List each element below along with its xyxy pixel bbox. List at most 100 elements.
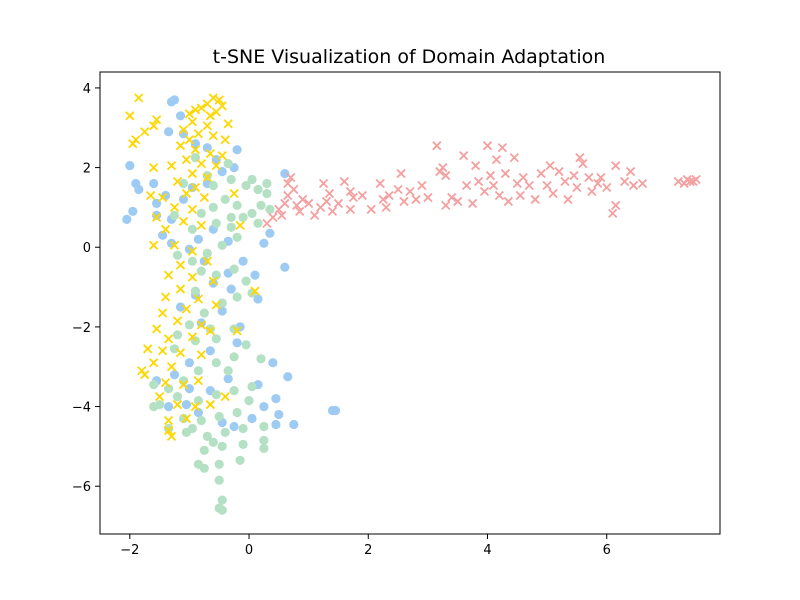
point-2-28 <box>172 176 183 187</box>
x-tick-label-1: 0 <box>245 543 253 558</box>
point-0-12 <box>164 127 174 137</box>
point-3-90 <box>366 204 376 215</box>
point-1-30 <box>211 334 221 344</box>
point-3-1 <box>268 212 278 223</box>
point-2-45 <box>163 270 174 280</box>
point-1-42 <box>229 386 239 396</box>
point-0-61 <box>229 421 239 432</box>
point-2-4 <box>196 103 206 113</box>
point-1-15 <box>232 232 242 242</box>
point-3-71 <box>578 158 588 169</box>
point-3-4 <box>280 198 290 209</box>
point-3-42 <box>461 180 472 191</box>
point-1-54 <box>259 435 269 445</box>
point-2-51 <box>211 300 221 310</box>
point-2-42 <box>187 246 198 256</box>
point-2-10 <box>202 121 212 131</box>
point-1-74 <box>190 286 200 296</box>
point-2-53 <box>157 308 168 318</box>
point-3-39 <box>447 192 457 203</box>
point-1-11 <box>211 218 221 228</box>
point-3-41 <box>459 151 469 161</box>
point-3-49 <box>488 180 499 191</box>
point-0-4 <box>128 206 138 216</box>
point-0-67 <box>330 405 341 416</box>
point-1-80 <box>265 204 275 214</box>
point-0-33 <box>280 169 290 179</box>
point-0-43 <box>253 294 263 304</box>
point-1-59 <box>199 463 209 473</box>
point-1-56 <box>217 441 227 451</box>
point-1-53 <box>259 421 269 432</box>
point-1-24 <box>232 292 242 302</box>
point-0-49 <box>184 384 194 394</box>
point-2-90 <box>232 326 242 336</box>
point-0-15 <box>202 143 212 153</box>
point-2-5 <box>190 105 201 115</box>
point-2-29 <box>190 182 201 193</box>
point-1-12 <box>226 222 236 232</box>
series-0 <box>122 95 341 432</box>
point-1-63 <box>214 475 224 485</box>
point-2-75 <box>181 413 192 424</box>
point-0-5 <box>149 178 159 189</box>
point-1-71 <box>223 366 233 376</box>
y-tick-label-2: −2 <box>72 321 91 336</box>
point-2-40 <box>149 240 159 250</box>
point-2-61 <box>157 346 168 356</box>
point-1-61 <box>235 455 245 465</box>
point-3-25 <box>378 194 388 205</box>
point-2-81 <box>125 111 135 121</box>
point-1-2 <box>241 180 251 191</box>
point-2-18 <box>190 145 201 155</box>
point-3-81 <box>628 180 639 191</box>
point-1-64 <box>217 495 227 505</box>
point-1-46 <box>196 415 206 426</box>
point-2-50 <box>193 294 204 304</box>
point-2-68 <box>160 378 171 388</box>
x-tick-label-4: 6 <box>603 543 611 558</box>
point-1-79 <box>247 174 257 185</box>
point-3-47 <box>482 141 493 151</box>
point-3-83 <box>673 176 683 187</box>
point-2-8 <box>205 111 215 121</box>
point-3-33 <box>417 180 427 191</box>
point-1-1 <box>226 174 236 185</box>
point-3-18 <box>333 198 344 209</box>
point-1-39 <box>172 392 183 402</box>
point-2-74 <box>163 415 174 426</box>
point-3-29 <box>396 168 406 179</box>
point-2-55 <box>196 320 206 330</box>
point-1-40 <box>193 396 203 406</box>
point-1-33 <box>229 352 239 362</box>
point-0-14 <box>190 139 200 149</box>
point-3-66 <box>560 176 570 187</box>
point-1-52 <box>238 423 248 434</box>
point-2-1 <box>214 95 224 105</box>
point-2-12 <box>178 125 189 135</box>
point-0-46 <box>184 358 194 368</box>
x-tick-label-0: −2 <box>120 543 139 558</box>
point-2-54 <box>172 316 183 326</box>
x-axis: −2 0 2 4 6 <box>120 534 611 558</box>
point-2-27 <box>202 172 212 183</box>
point-3-3 <box>277 210 287 221</box>
point-3-11 <box>298 194 308 205</box>
point-0-63 <box>193 407 203 418</box>
point-1-55 <box>238 439 248 449</box>
point-2-13 <box>193 129 204 139</box>
point-3-45 <box>473 176 484 187</box>
point-2-62 <box>175 348 186 358</box>
point-2-63 <box>196 350 206 360</box>
point-3-21 <box>348 192 359 203</box>
point-3-59 <box>524 180 534 191</box>
point-2-78 <box>205 399 215 410</box>
point-3-35 <box>432 141 442 151</box>
point-1-22 <box>229 264 239 274</box>
point-3-77 <box>611 200 621 211</box>
point-2-2 <box>202 99 212 109</box>
point-2-31 <box>157 192 168 203</box>
point-2-33 <box>199 192 209 203</box>
point-0-47 <box>169 370 180 380</box>
point-2-70 <box>193 376 204 386</box>
